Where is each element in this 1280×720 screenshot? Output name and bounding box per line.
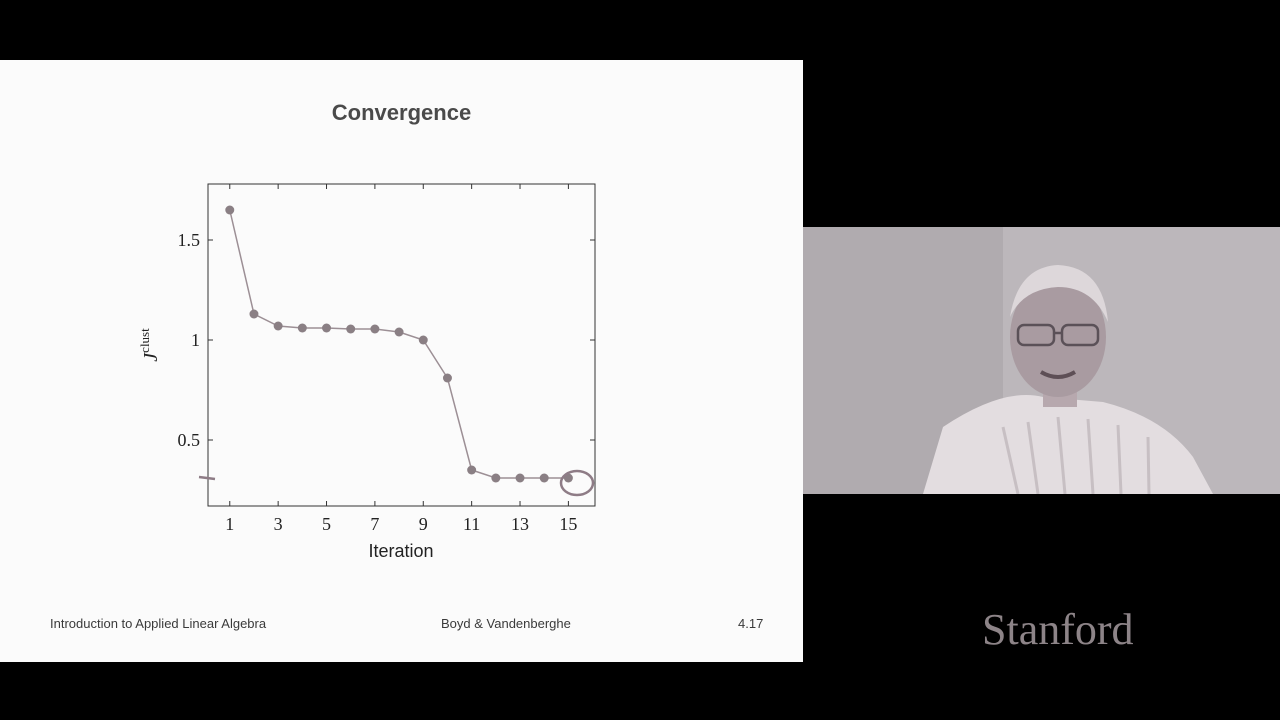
y-axis-label: Jclust (137, 328, 162, 362)
data-point (442, 373, 452, 383)
annotation-circle (559, 469, 595, 497)
x-tick-label: 11 (463, 514, 480, 534)
presenter-video-icon (803, 227, 1280, 494)
footer-left: Introduction to Applied Linear Algebra (50, 616, 267, 631)
tick-labels-group: 1 3 5 7 9 11 13 150.511.5 (178, 230, 578, 534)
data-point (346, 324, 356, 334)
plot-frame (207, 183, 596, 507)
slide-title: Convergence (331, 100, 472, 125)
data-point (297, 323, 307, 333)
x-tick-label: 3 (274, 514, 283, 534)
x-tick-label: 7 (370, 514, 379, 534)
stanford-wordmark: Stanford (982, 605, 1134, 654)
data-point (515, 473, 525, 483)
ticks-group (208, 184, 595, 506)
presenter-video (803, 227, 1280, 494)
annotation-stroke-mark (198, 475, 216, 481)
data-point (370, 324, 380, 334)
x-tick-label: 13 (511, 514, 529, 534)
x-axis-label: Iteration (368, 541, 433, 561)
footer-center: Boyd & Vandenberghe (441, 616, 571, 631)
x-tick-label: 5 (322, 514, 331, 534)
x-tick-label: 9 (419, 514, 428, 534)
footer-page-number: 4.17 (738, 616, 764, 631)
data-point (249, 309, 259, 319)
y-axis-label-main: J (140, 352, 162, 362)
data-points (225, 205, 573, 483)
data-point (225, 205, 235, 215)
svg-text:Jclust: Jclust (137, 328, 162, 362)
data-point (467, 465, 477, 475)
x-tick-label: 1 (225, 514, 234, 534)
data-point (273, 321, 283, 331)
y-tick-label: 1 (191, 330, 200, 350)
data-point (563, 473, 573, 483)
y-tick-label: 1.5 (178, 230, 201, 250)
data-point (322, 323, 332, 333)
y-axis-label-sup: clust (137, 328, 152, 353)
data-point (491, 473, 501, 483)
data-point (394, 327, 404, 337)
data-point (418, 335, 428, 345)
series-line (229, 209, 569, 479)
x-tick-label: 15 (559, 514, 577, 534)
convergence-chart: 1 3 5 7 9 11 13 150.511.5 Iteration Jclust (137, 183, 596, 561)
data-point (539, 473, 549, 483)
slide: Convergence 1 3 5 7 9 11 13 15 0.5 1 1.5 Iteration… (0, 60, 803, 662)
y-tick-label: 0.5 (178, 430, 201, 450)
